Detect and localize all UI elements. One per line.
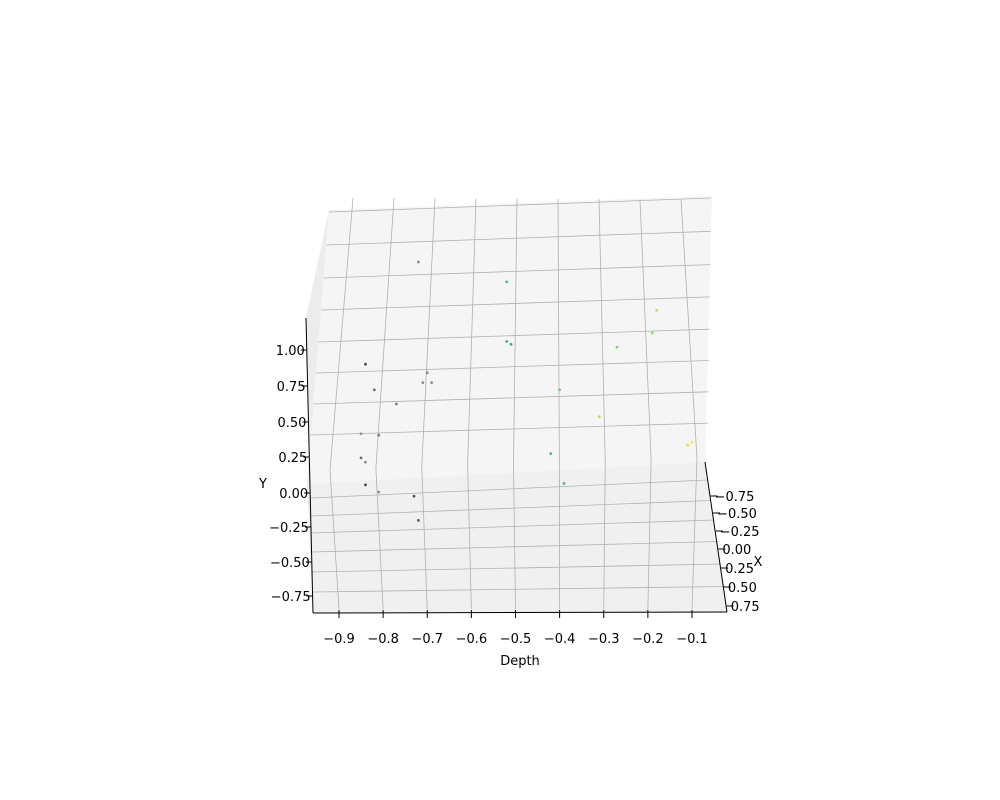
gridline-depth (375, 198, 395, 610)
gridline-y (318, 328, 710, 343)
data-point (505, 340, 509, 343)
data-point (417, 260, 420, 264)
depth-tick-label: −0.2 (632, 632, 664, 647)
data-point (509, 342, 513, 346)
data-point (549, 452, 553, 456)
depth-tick-label: −0.1 (676, 632, 708, 647)
gridlines (309, 197, 726, 610)
gridline-y (315, 360, 710, 374)
data-point (562, 482, 566, 485)
gridline-x (311, 541, 718, 553)
gridline-depth (329, 197, 354, 610)
gridline-depth (639, 199, 652, 610)
depth-tick-label: −0.8 (367, 632, 399, 647)
data-point (690, 440, 694, 444)
depth-tick-label: −0.4 (544, 632, 576, 647)
y-axis-label: Y (258, 477, 267, 492)
y-tick-label: 1.00 (276, 344, 305, 359)
floor-pane (307, 462, 727, 613)
side-pane (306, 210, 329, 613)
gridline-y (326, 230, 711, 246)
x-tick-label: −0.25 (720, 525, 760, 540)
gridline-x (311, 563, 722, 573)
data-point (425, 371, 429, 375)
y-tick-label: −0.75 (271, 590, 311, 605)
data-point (412, 494, 416, 498)
gridline-depth (513, 198, 518, 610)
y-tick-label: 0.00 (279, 487, 308, 502)
data-point (505, 280, 509, 284)
data-point (558, 388, 562, 392)
x-tick-label: −0.75 (715, 490, 755, 505)
gridline-y (323, 264, 711, 279)
gridline-y (328, 197, 712, 213)
data-point (417, 519, 420, 522)
gridline-x (310, 500, 711, 517)
gridline-depth (557, 198, 561, 610)
gridline-depth (598, 199, 606, 610)
data-point (359, 456, 363, 460)
y-tick-label: −0.25 (269, 521, 309, 536)
gridline-y (310, 422, 709, 436)
gridline-depth (680, 199, 698, 610)
data-point (364, 460, 367, 464)
data-points (359, 260, 694, 522)
data-point (364, 362, 367, 366)
y-tick-label: 0.50 (278, 416, 307, 431)
depth-tick-label: −0.5 (500, 632, 532, 647)
data-point (377, 433, 381, 437)
y-axis-line (305, 317, 314, 614)
depth-tick-label: −0.3 (588, 632, 620, 647)
x-tick-label: 0.75 (731, 600, 760, 615)
data-point (597, 415, 601, 419)
data-point (430, 381, 434, 385)
y-tick-label: 0.75 (277, 380, 306, 395)
y-tick-group: −0.75 −0.50 −0.25 0.00 0.25 0.50 0.75 1.00 (269, 344, 313, 605)
gridline-depth (421, 198, 436, 610)
x-tick-label: 0.50 (728, 581, 757, 596)
gridline-y (321, 296, 710, 311)
x-axis-line (704, 461, 728, 613)
gridline-x (310, 519, 715, 534)
depth-tick-label: −0.6 (456, 632, 488, 647)
data-point (372, 388, 376, 392)
gridline-x (312, 586, 726, 593)
data-point (421, 381, 425, 385)
data-point (650, 331, 654, 335)
x-tick-label: −0.50 (717, 507, 757, 522)
depth-tick-group: −0.9 −0.8 −0.7 −0.6 −0.5 −0.4 −0.3 −0.2 −0.1 (323, 610, 708, 647)
gridline-y (313, 391, 709, 405)
data-point (359, 432, 363, 436)
depth-tick-label: −0.9 (323, 632, 355, 647)
depth-tick-label: −0.7 (411, 632, 443, 647)
y-tick-label: 0.25 (278, 451, 307, 466)
gridline-x (309, 479, 708, 499)
x-tick-label: 0.25 (725, 562, 754, 577)
depth-axis-label: Depth (500, 654, 540, 669)
depth-axis-line (312, 611, 728, 614)
data-point (686, 443, 689, 447)
x-axis-label: X (754, 555, 763, 570)
data-point (394, 402, 398, 406)
data-point (615, 345, 619, 349)
data-point (377, 490, 381, 494)
gridline-depth (467, 198, 477, 610)
data-point (364, 483, 367, 487)
data-point (655, 308, 659, 312)
x-tick-group: −0.75 −0.50 −0.25 0.00 0.25 0.50 0.75 (710, 490, 760, 615)
y-tick-label: −0.50 (270, 556, 310, 571)
x-tick-label: 0.00 (722, 543, 751, 558)
